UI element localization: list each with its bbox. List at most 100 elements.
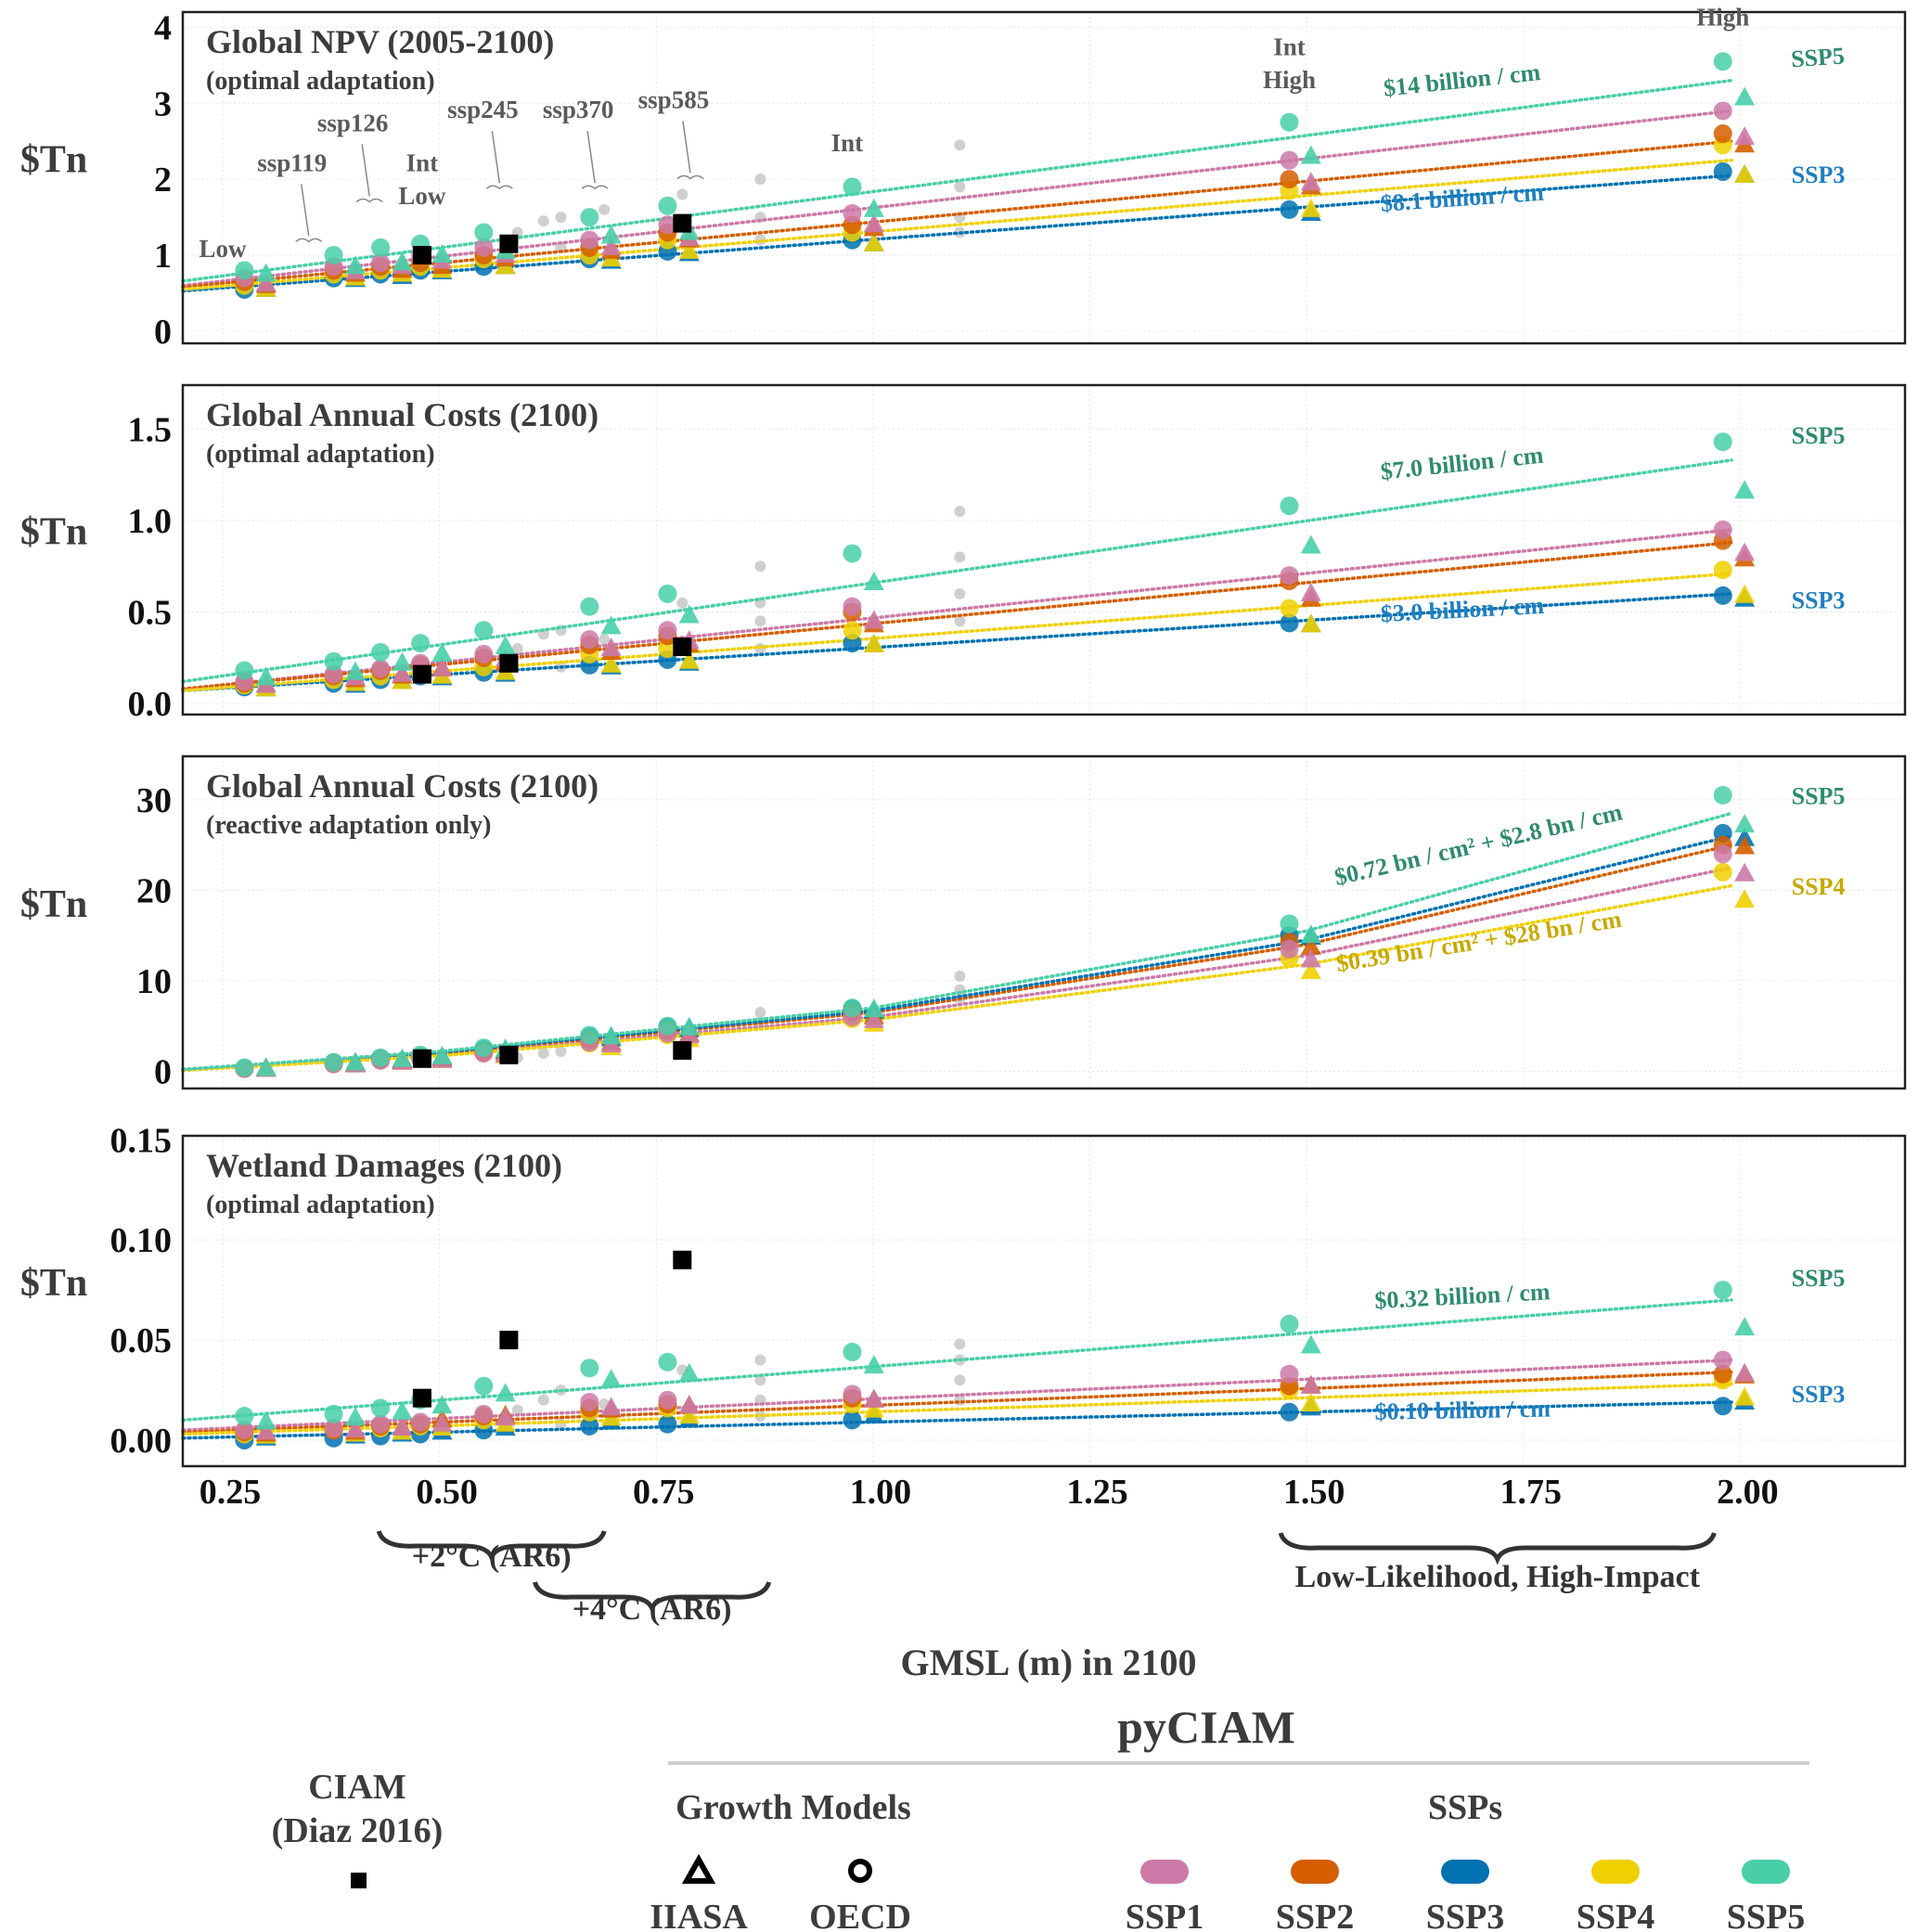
grey-point bbox=[676, 597, 689, 609]
legend-item-ssp4: SSP4 bbox=[1577, 1860, 1654, 1932]
y-tick-label: 2 bbox=[154, 161, 172, 200]
iiasa-point-ssp1 bbox=[1734, 862, 1756, 882]
iiasa-point-ssp1 bbox=[678, 1395, 700, 1414]
iiasa-point-ssp5 bbox=[1734, 86, 1756, 106]
scenario-label: ssp245 bbox=[447, 96, 519, 123]
iiasa-point-ssp5 bbox=[392, 651, 413, 671]
fit-line-ssp5 bbox=[181, 458, 1733, 684]
scenario-label: Int bbox=[1273, 32, 1306, 60]
iiasa-point-ssp1 bbox=[344, 1419, 366, 1438]
legend-label: SSP5 bbox=[1727, 1898, 1805, 1932]
iiasa-point-ssp1 bbox=[1734, 126, 1756, 146]
oecd-point-ssp5 bbox=[1713, 52, 1732, 71]
iiasa-point-ssp4 bbox=[1734, 1386, 1756, 1406]
x-tick-label: 1.25 bbox=[1066, 1473, 1128, 1512]
iiasa-point-ssp5 bbox=[255, 263, 277, 282]
slope-annotation: SSP5 bbox=[1792, 783, 1846, 810]
oecd-point-ssp5 bbox=[580, 1025, 599, 1045]
x-range-label: +4°C (AR6) bbox=[573, 1592, 732, 1627]
oecd-point-ssp3 bbox=[580, 1416, 599, 1436]
iiasa-point-ssp5 bbox=[392, 1048, 413, 1067]
legend-label: SSP1 bbox=[1126, 1898, 1204, 1932]
oecd-point-ssp5 bbox=[235, 1058, 254, 1077]
iiasa-point-ssp5 bbox=[344, 661, 366, 680]
oecd-point-ssp1 bbox=[843, 597, 862, 616]
scenario-label: Low bbox=[398, 182, 446, 210]
scenario-label: High bbox=[1696, 3, 1749, 31]
oecd-point-ssp5 bbox=[371, 1398, 391, 1418]
oecd-point-ssp5 bbox=[324, 1052, 343, 1072]
pyciam-legend-title: pyCIAM bbox=[1117, 1701, 1295, 1753]
slope-annotation: SSP4 bbox=[1792, 873, 1846, 900]
iiasa-point-ssp4 bbox=[1300, 613, 1321, 633]
y-tick-label: 1 bbox=[154, 237, 172, 276]
iiasa-point-ssp5 bbox=[863, 1355, 884, 1374]
oecd-point-ssp5 bbox=[843, 544, 862, 563]
ciam-point bbox=[673, 1250, 692, 1269]
iiasa-point-ssp5 bbox=[600, 1369, 622, 1388]
iiasa-point-ssp5 bbox=[431, 1045, 453, 1064]
iiasa-point-ssp4 bbox=[1734, 164, 1756, 184]
oecd-point-ssp4 bbox=[1280, 599, 1299, 618]
iiasa-point-ssp4 bbox=[678, 239, 700, 259]
grey-point bbox=[599, 203, 611, 215]
panel-title: Global NPV (2005-2100) bbox=[206, 23, 554, 60]
grey-point bbox=[537, 1394, 549, 1406]
oecd-point-ssp1 bbox=[1713, 101, 1732, 121]
oecd-point-ssp3 bbox=[658, 1414, 677, 1434]
grey-point bbox=[954, 615, 966, 627]
oecd-point-ssp5 bbox=[474, 621, 494, 640]
oecd-point-ssp1 bbox=[843, 1385, 862, 1404]
scenario-bracket bbox=[295, 184, 323, 243]
slope-annotation: $0.10 billion / cm bbox=[1374, 1396, 1551, 1425]
iiasa-point-ssp5 bbox=[678, 1016, 700, 1036]
legend-item-oecd: OECD bbox=[809, 1859, 911, 1932]
iiasa-point-ssp2 bbox=[1300, 935, 1321, 955]
oecd-point-ssp3 bbox=[1713, 586, 1732, 605]
oecd-point-ssp5 bbox=[371, 1048, 391, 1067]
x-range-label: Low-Likelihood, High-Impact bbox=[1295, 1560, 1701, 1594]
ciam-point bbox=[673, 638, 692, 657]
panel-subtitle: (optimal adaptation) bbox=[206, 1191, 435, 1219]
iiasa-point-ssp5 bbox=[1300, 924, 1321, 944]
iiasa-point-ssp4 bbox=[1734, 889, 1756, 908]
y-tick-label: 30 bbox=[136, 781, 172, 820]
grey-point bbox=[954, 506, 966, 518]
iiasa-point-ssp4 bbox=[1300, 960, 1321, 980]
oecd-point-ssp1 bbox=[1280, 566, 1299, 586]
oecd-point-ssp5 bbox=[1280, 496, 1299, 516]
oecd-point-ssp3 bbox=[1280, 613, 1299, 633]
oecd-point-ssp1 bbox=[1713, 844, 1732, 864]
x-axis: 0.25 0.50 0.75 1.00 1.25 1.50 1.75 2.00 +2°C (AR… bbox=[200, 1473, 1779, 1683]
iiasa-point-ssp5 bbox=[392, 1400, 413, 1420]
panel-title: Global Annual Costs (2100) bbox=[206, 767, 599, 805]
ciam-legend-title-1: CIAM bbox=[308, 1768, 406, 1807]
iiasa-point-ssp1 bbox=[431, 657, 453, 676]
x-tick-label: 0.75 bbox=[633, 1473, 695, 1512]
y-tick-label: 1.0 bbox=[128, 502, 173, 541]
oecd-point-ssp5 bbox=[658, 584, 677, 603]
y-tick-label: 1.5 bbox=[128, 410, 173, 449]
iiasa-point-ssp1 bbox=[600, 638, 622, 656]
oecd-point-ssp1 bbox=[411, 1412, 431, 1432]
iiasa-point-ssp4 bbox=[863, 1398, 884, 1418]
iiasa-point-ssp5 bbox=[863, 998, 884, 1018]
plot-background bbox=[183, 756, 1905, 1088]
oecd-point-ssp2 bbox=[1713, 1364, 1732, 1384]
oecd-point-ssp5 bbox=[474, 1038, 494, 1058]
panel-subtitle: (optimal adaptation) bbox=[206, 67, 435, 96]
oecd-point-ssp1 bbox=[1713, 520, 1732, 539]
scenario-label: Int bbox=[831, 129, 864, 157]
iiasa-point-ssp5 bbox=[344, 255, 366, 275]
iiasa-point-ssp1 bbox=[863, 213, 884, 233]
oecd-point-ssp4 bbox=[843, 621, 862, 640]
iiasa-point-ssp1 bbox=[600, 236, 622, 255]
oecd-point-ssp1 bbox=[371, 659, 391, 678]
oecd-point-ssp3 bbox=[1280, 200, 1299, 219]
y-tick-label: 0.0 bbox=[128, 685, 173, 724]
iiasa-point-ssp1 bbox=[1734, 542, 1756, 561]
iiasa-point-ssp5 bbox=[344, 1407, 366, 1426]
circle-icon bbox=[848, 1859, 872, 1883]
plot-frame bbox=[181, 10, 1907, 345]
